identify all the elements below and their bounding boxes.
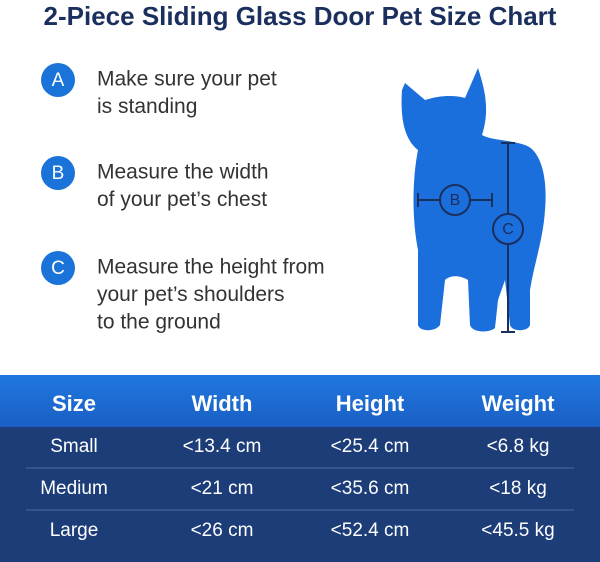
table-cell: Large — [50, 520, 99, 541]
step-badge — [41, 251, 75, 285]
table-header: Weight — [482, 391, 556, 416]
table-cell: <25.4 cm — [331, 436, 410, 457]
step-badge — [41, 156, 75, 190]
steps: A Make sure your pet is standing B Measure t… — [41, 63, 325, 334]
step-letter: C — [51, 258, 65, 279]
badge-c — [492, 213, 524, 245]
title: 2-Piece Sliding Glass Door Pet Size Char… — [44, 1, 557, 31]
table-header: Width — [192, 391, 253, 416]
table-body-bg — [0, 427, 600, 562]
step-badge — [41, 63, 75, 97]
height-label: C — [502, 221, 514, 238]
table-cell: Small — [50, 436, 98, 457]
badge-b — [439, 184, 471, 216]
table-cell: <13.4 cm — [183, 436, 262, 457]
step-text: your pet’s shoulders — [97, 283, 285, 306]
table-header-bg — [0, 375, 600, 427]
step-text: of your pet’s chest — [97, 188, 267, 211]
table-cell: <18 kg — [489, 478, 547, 499]
step-letter: B — [52, 163, 65, 184]
table-cell: <21 cm — [191, 478, 254, 499]
table-header: Height — [336, 391, 405, 416]
table: Size Width Height Weight Small <13.4 cm <25.4 … — [40, 391, 555, 541]
dog-diagram: B C — [401, 68, 546, 333]
table-header: Size — [52, 391, 96, 416]
table-cell: Medium — [40, 478, 108, 499]
table-cell: <6.8 kg — [487, 436, 550, 457]
step-text: Make sure your pet — [97, 68, 277, 91]
step-text: to the ground — [97, 311, 221, 334]
width-label: B — [450, 192, 461, 209]
table-cell: <35.6 cm — [331, 478, 410, 499]
table-cell: <26 cm — [191, 520, 254, 541]
step-letter: A — [52, 70, 65, 91]
table-cell: <45.5 kg — [481, 520, 554, 541]
step-text: Measure the width — [97, 161, 269, 184]
step-text: Measure the height from — [97, 256, 325, 279]
table-cell: <52.4 cm — [331, 520, 410, 541]
step-text: is standing — [97, 95, 197, 118]
